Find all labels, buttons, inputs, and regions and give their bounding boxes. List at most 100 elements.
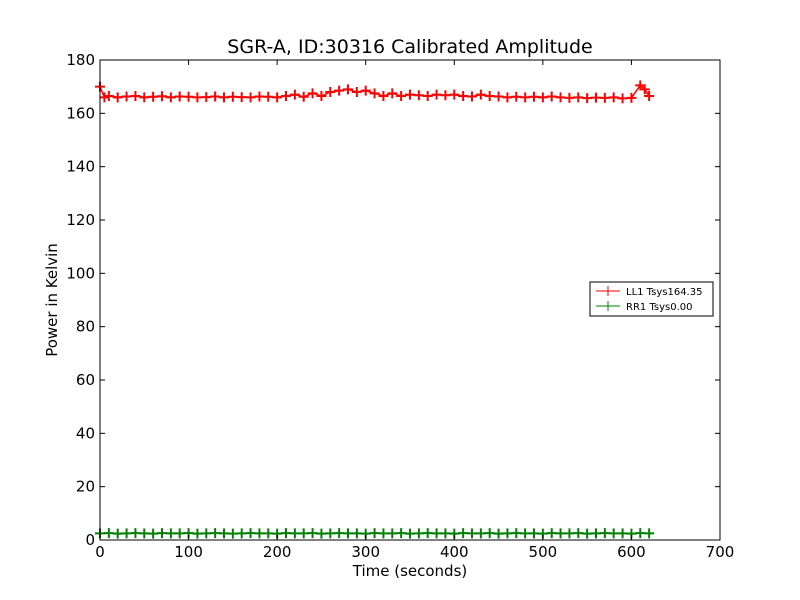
x-tick-label: 200	[263, 543, 292, 561]
data-point	[475, 89, 486, 100]
y-axis-label: Power in Kelvin	[43, 243, 61, 357]
data-point	[608, 528, 619, 539]
data-point	[201, 92, 212, 103]
data-point	[316, 91, 327, 101]
data-point	[272, 92, 283, 103]
data-point	[219, 528, 229, 539]
data-point	[369, 528, 380, 539]
data-point	[157, 91, 167, 102]
data-point	[555, 528, 566, 539]
data-point	[617, 93, 628, 104]
data-point	[387, 88, 398, 99]
data-point	[431, 528, 442, 539]
series-1	[95, 528, 655, 539]
data-point	[413, 528, 424, 539]
data-point	[422, 528, 433, 539]
data-point	[245, 528, 256, 539]
data-point	[298, 528, 309, 539]
data-point	[458, 91, 469, 101]
data-point	[121, 91, 132, 102]
data-point	[511, 528, 522, 539]
data-point	[219, 92, 229, 103]
data-point	[130, 528, 141, 539]
data-point	[165, 528, 176, 539]
data-point	[201, 528, 212, 539]
x-tick-label: 100	[174, 543, 203, 561]
x-tick-label: 400	[440, 543, 469, 561]
data-point	[502, 92, 513, 103]
legend-item-ll1: LL1 Tsys164.35	[596, 286, 702, 298]
data-point	[281, 91, 291, 101]
data-point	[493, 91, 504, 102]
plot-area	[95, 80, 655, 539]
x-tick-label: 300	[351, 543, 380, 561]
data-point	[325, 528, 336, 539]
data-point	[245, 92, 256, 103]
x-tick-label: 0	[95, 543, 105, 561]
data-point	[210, 91, 221, 102]
data-point	[343, 528, 353, 539]
data-point	[467, 91, 477, 102]
data-point	[644, 528, 655, 539]
legend-label-ll1: LL1 Tsys164.35	[626, 287, 702, 298]
plot-frame	[99, 59, 721, 541]
data-point	[192, 528, 203, 539]
data-point	[254, 91, 265, 102]
data-point	[484, 91, 495, 101]
data-point	[413, 90, 424, 101]
data-point	[103, 91, 114, 101]
data-point	[405, 528, 415, 539]
data-point	[520, 528, 531, 539]
data-point	[644, 91, 655, 101]
data-point	[493, 528, 504, 539]
y-tick-label: 100	[66, 264, 95, 282]
data-point	[396, 528, 407, 539]
data-point	[639, 84, 650, 95]
x-axis-label: Time (seconds)	[352, 562, 468, 580]
data-point	[174, 91, 185, 102]
y-tick-label: 40	[76, 424, 95, 442]
data-point	[227, 528, 238, 539]
data-point	[263, 91, 274, 102]
x-tick-label: 600	[617, 543, 646, 561]
data-point	[608, 92, 619, 103]
data-point	[573, 528, 584, 539]
data-point	[591, 528, 601, 539]
data-point	[334, 85, 345, 96]
data-point	[316, 528, 327, 539]
data-point	[520, 92, 531, 103]
legend-label-rr1: RR1 Tsys0.00	[626, 302, 693, 313]
data-point	[236, 528, 247, 539]
data-point	[325, 87, 336, 97]
data-point	[165, 92, 176, 103]
data-point	[484, 528, 495, 539]
data-point	[130, 91, 141, 101]
data-point	[582, 93, 593, 104]
x-tick-label: 700	[706, 543, 735, 561]
axis-ticks: 0 100 200 300 400 500 600 700 0 20 40 60 80 100 120 140…	[66, 51, 734, 561]
data-point	[396, 91, 407, 101]
chart-title: SGR-A, ID:30316 Calibrated Amplitude	[227, 36, 592, 58]
data-point	[289, 528, 300, 539]
data-point	[431, 89, 442, 100]
data-point	[537, 92, 548, 103]
series-0	[95, 80, 655, 104]
data-point	[617, 528, 628, 539]
data-point	[599, 528, 610, 539]
data-point	[307, 88, 318, 99]
data-point	[529, 91, 539, 102]
data-point	[502, 528, 513, 539]
data-point	[378, 528, 389, 539]
data-point	[121, 528, 132, 539]
data-point	[139, 528, 150, 539]
data-point	[422, 91, 433, 101]
data-point	[99, 92, 110, 103]
data-point	[307, 528, 318, 539]
data-point	[174, 528, 185, 539]
data-point	[298, 91, 309, 102]
legend-marker-ll1	[603, 286, 613, 296]
data-point	[529, 528, 539, 539]
x-tick-label: 500	[529, 543, 558, 561]
y-tick-label: 0	[85, 531, 95, 549]
